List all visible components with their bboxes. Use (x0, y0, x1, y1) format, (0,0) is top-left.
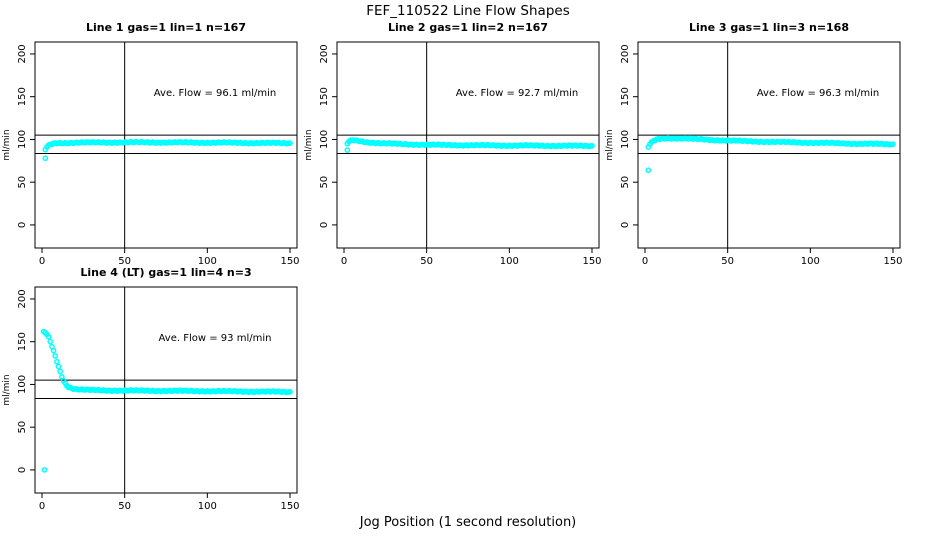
y-tick-label: 200 (319, 44, 330, 63)
y-tick-label: 50 (17, 421, 28, 434)
y-tick-label: 0 (17, 222, 28, 228)
panel-line-4-title: Line 4 (LT) gas=1 lin=4 n=3 (80, 266, 252, 279)
panel-line-1-ave-flow: Ave. Flow = 96.1 ml/min (153, 88, 277, 99)
y-axis-label: ml/min (2, 374, 12, 405)
y-axis-label: ml/min (2, 129, 12, 160)
y-tick-label: 0 (319, 222, 330, 228)
panel-line-3: 0 50 100 150 0 50 100 150 200 ml/min Line 3 gas=1… (603, 16, 915, 268)
plot-box (34, 286, 298, 494)
y-axis-label: ml/min (304, 129, 314, 160)
panel-line-1-title: Line 1 gas=1 lin=1 n=167 (85, 21, 246, 34)
line-1-plot: 0 50 100 150 0 50 100 150 200 ml/min (2, 41, 300, 267)
panel-line-2: 0 50 100 150 0 50 100 150 200 ml/min Line 2 gas=1… (302, 16, 614, 268)
plot-box (34, 41, 298, 249)
y-tick-label: 50 (17, 176, 28, 189)
figure-title: FEF_110522 Line Flow Shapes (366, 3, 570, 19)
y-tick-label: 150 (620, 87, 631, 106)
x-tick-label: 0 (341, 256, 347, 267)
x-tick-label: 0 (39, 501, 45, 512)
x-tick-label: 0 (39, 256, 45, 267)
panel-line-1: 0 50 100 150 0 50 100 150 200 ml/min Line 1 gas=1… (0, 16, 312, 268)
y-tick-label: 200 (620, 44, 631, 63)
y-tick-label: 200 (17, 44, 28, 63)
y-tick-label: 50 (620, 176, 631, 189)
x-tick-label: 50 (118, 256, 131, 267)
y-tick-label: 100 (17, 375, 28, 394)
y-tick-label: 100 (319, 130, 330, 149)
x-tick-label: 100 (198, 256, 217, 267)
line-3-plot: 0 50 100 150 0 50 100 150 200 ml/min (605, 41, 903, 267)
line-2-plot: 0 50 100 150 0 50 100 150 200 ml/min (304, 41, 602, 267)
data-point (55, 363, 62, 370)
x-tick-label: 100 (500, 256, 519, 267)
x-tick-label: 50 (420, 256, 433, 267)
line-4-plot: 0 50 100 150 0 50 100 150 200 ml/min (2, 286, 300, 512)
data-point (287, 389, 293, 395)
data-point (890, 141, 896, 148)
data-point (50, 347, 57, 354)
y-tick-label: 0 (620, 222, 631, 228)
y-tick-label: 100 (17, 130, 28, 149)
x-tick-label: 50 (118, 501, 131, 512)
outlier-point (344, 147, 351, 153)
panel-line-2-title: Line 2 gas=1 lin=2 n=167 (387, 21, 548, 34)
data-point (57, 368, 64, 375)
panel-line-3-ave-flow: Ave. Flow = 96.3 ml/min (756, 88, 880, 99)
x-tick-label: 150 (280, 256, 299, 267)
panel-line-2-ave-flow: Ave. Flow = 92.7 ml/min (455, 88, 579, 99)
x-tick-label: 100 (801, 256, 820, 267)
data-point (589, 142, 595, 149)
outlier-point (41, 467, 48, 473)
x-tick-label: 150 (582, 256, 601, 267)
outlier-point (645, 167, 652, 174)
y-tick-label: 200 (17, 289, 28, 308)
y-tick-label: 100 (620, 130, 631, 149)
plot-box (637, 41, 901, 249)
y-tick-label: 0 (17, 467, 28, 473)
data-point (54, 358, 60, 365)
outlier-point (42, 155, 49, 162)
data-point (45, 333, 52, 340)
panel-line-4: 0 50 100 150 0 50 100 150 200 ml/min Line 4 (LT) … (0, 261, 312, 513)
y-tick-label: 50 (319, 176, 330, 189)
y-tick-label: 150 (17, 87, 28, 106)
figure-x-axis-label: Jog Position (1 second resolution) (359, 515, 577, 530)
y-tick-label: 150 (319, 87, 330, 106)
data-point (52, 353, 59, 359)
panel-line-3-title: Line 3 gas=1 lin=3 n=168 (688, 21, 849, 34)
data-point (287, 140, 293, 146)
x-tick-label: 50 (721, 256, 734, 267)
plot-box (336, 41, 600, 249)
panel-line-4-ave-flow: Ave. Flow = 93 ml/min (158, 333, 272, 344)
y-axis-label: ml/min (605, 129, 615, 160)
data-point (47, 338, 54, 345)
x-tick-label: 100 (198, 501, 217, 512)
y-tick-label: 150 (17, 332, 28, 351)
x-tick-label: 0 (642, 256, 648, 267)
x-tick-label: 150 (280, 501, 299, 512)
x-tick-label: 150 (883, 256, 902, 267)
